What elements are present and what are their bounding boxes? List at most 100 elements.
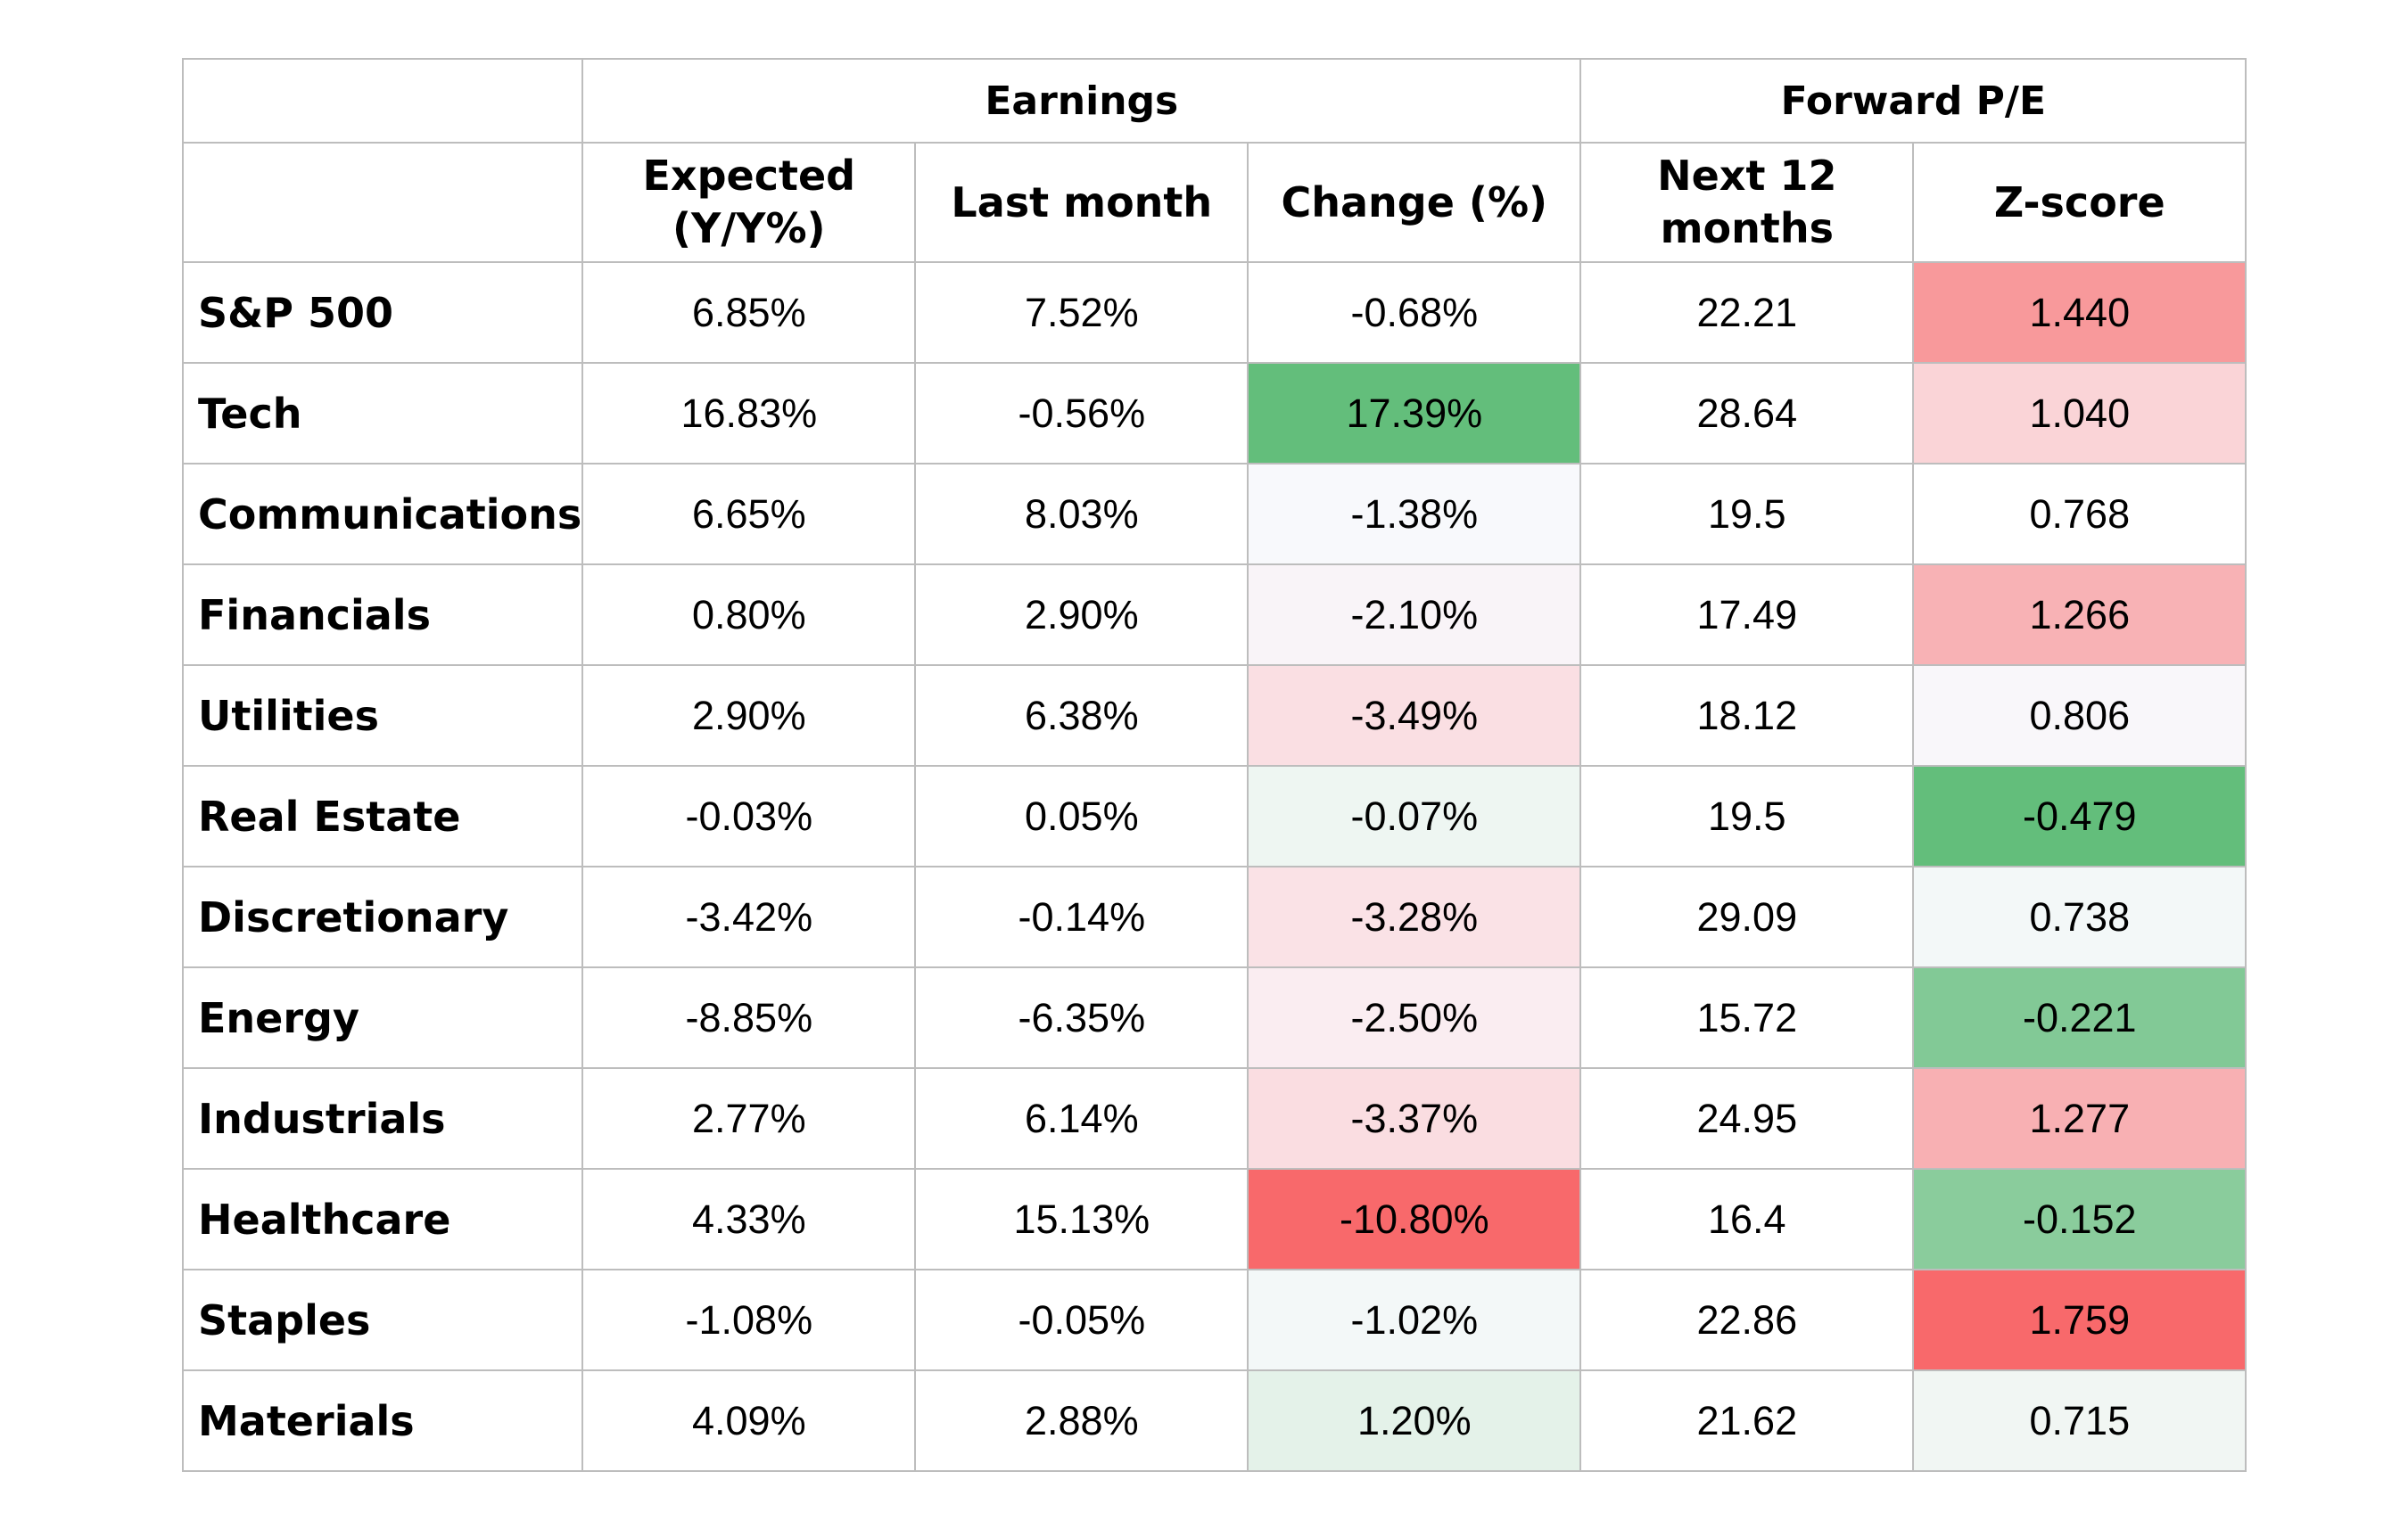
table-row: Discretionary -3.42% -0.14% -3.28% 29.09 0.73… xyxy=(181,866,2247,968)
cell-zscore: 1.440 xyxy=(1912,261,2247,364)
cell-expected: 4.33% xyxy=(581,1168,917,1270)
table-row: Energy -8.85% -6.35% -2.50% 15.72 -0.221 xyxy=(181,966,2247,1069)
cell-expected: -0.03% xyxy=(581,765,917,867)
row-label: Tech xyxy=(181,362,584,465)
row-label: Healthcare xyxy=(181,1168,584,1270)
group-header-forward-pe: Forward P/E xyxy=(1579,58,2247,144)
cell-last-month: 15.13% xyxy=(914,1168,1249,1270)
cell-next12: 22.86 xyxy=(1579,1269,1915,1371)
column-header-expected: Expected (Y/Y%) xyxy=(581,142,917,263)
column-header-text: Expected (Y/Y%) xyxy=(642,152,856,252)
cell-change: -1.02% xyxy=(1247,1269,1582,1371)
cell-expected: 6.65% xyxy=(581,463,917,565)
cell-change: -1.38% xyxy=(1247,463,1582,565)
cell-change: -2.50% xyxy=(1247,966,1582,1069)
cell-change: -2.10% xyxy=(1247,563,1582,666)
heatmap-table: Earnings Forward P/E Expected (Y/Y%) Last… xyxy=(181,58,2247,1472)
row-label: Materials xyxy=(181,1369,584,1472)
cell-change: 1.20% xyxy=(1247,1369,1582,1472)
column-header-text: Last month xyxy=(951,177,1213,226)
table-row: Healthcare 4.33% 15.13% -10.80% 16.4 -0.152 xyxy=(181,1168,2247,1270)
row-label: Financials xyxy=(181,563,584,666)
table-row: Materials 4.09% 2.88% 1.20% 21.62 0.715 xyxy=(181,1369,2247,1472)
cell-expected: 0.80% xyxy=(581,563,917,666)
cell-last-month: 7.52% xyxy=(914,261,1249,364)
cell-change: -0.07% xyxy=(1247,765,1582,867)
cell-zscore: 0.738 xyxy=(1912,866,2247,968)
column-group-row: Earnings Forward P/E xyxy=(181,58,2247,144)
cell-last-month: 6.38% xyxy=(914,664,1249,767)
column-header-text: Next 12 months xyxy=(1657,152,1837,252)
cell-change: -10.80% xyxy=(1247,1168,1582,1270)
cell-change: -0.68% xyxy=(1247,261,1582,364)
cell-zscore: 0.768 xyxy=(1912,463,2247,565)
cell-zscore: -0.221 xyxy=(1912,966,2247,1069)
group-header-earnings: Earnings xyxy=(581,58,1582,144)
row-label: Communications xyxy=(181,463,584,565)
column-header-change: Change (%) xyxy=(1247,142,1582,263)
cell-expected: 4.09% xyxy=(581,1369,917,1472)
column-header-row: Expected (Y/Y%) Last month Change (%) Next … xyxy=(181,142,2247,263)
cell-zscore: 1.277 xyxy=(1912,1067,2247,1170)
cell-last-month: 0.05% xyxy=(914,765,1249,867)
column-header-zscore: Z-score xyxy=(1912,142,2247,263)
cell-zscore: 1.266 xyxy=(1912,563,2247,666)
cell-next12: 22.21 xyxy=(1579,261,1915,364)
cell-change: -3.28% xyxy=(1247,866,1582,968)
row-label: Utilities xyxy=(181,664,584,767)
row-label: Industrials xyxy=(181,1067,584,1170)
cell-last-month: -0.56% xyxy=(914,362,1249,465)
row-label: Discretionary xyxy=(181,866,584,968)
cell-zscore: 1.759 xyxy=(1912,1269,2247,1371)
cell-last-month: 2.90% xyxy=(914,563,1249,666)
cell-expected: 16.83% xyxy=(581,362,917,465)
cell-zscore: -0.479 xyxy=(1912,765,2247,867)
column-header-next12: Next 12 months xyxy=(1579,142,1915,263)
column-header-last_month: Last month xyxy=(914,142,1249,263)
cell-next12: 29.09 xyxy=(1579,866,1915,968)
cell-expected: 2.90% xyxy=(581,664,917,767)
cell-change: -3.49% xyxy=(1247,664,1582,767)
cell-zscore: 1.040 xyxy=(1912,362,2247,465)
group-header-corner xyxy=(181,58,584,144)
table-body: S&P 500 6.85% 7.52% -0.68% 22.21 1.440 Tech 16.… xyxy=(181,261,2247,1472)
cell-next12: 24.95 xyxy=(1579,1067,1915,1170)
column-header-text: Change (%) xyxy=(1281,177,1548,226)
cell-expected: -8.85% xyxy=(581,966,917,1069)
cell-expected: -1.08% xyxy=(581,1269,917,1371)
cell-zscore: 0.715 xyxy=(1912,1369,2247,1472)
cell-last-month: 8.03% xyxy=(914,463,1249,565)
table-row: Industrials 2.77% 6.14% -3.37% 24.95 1.277 xyxy=(181,1067,2247,1170)
row-label: Real Estate xyxy=(181,765,584,867)
column-header-text: Z-score xyxy=(1993,177,2165,226)
table-row: Financials 0.80% 2.90% -2.10% 17.49 1.266 xyxy=(181,563,2247,666)
cell-change: -3.37% xyxy=(1247,1067,1582,1170)
cell-next12: 28.64 xyxy=(1579,362,1915,465)
cell-zscore: 0.806 xyxy=(1912,664,2247,767)
cell-expected: 2.77% xyxy=(581,1067,917,1170)
cell-change: 17.39% xyxy=(1247,362,1582,465)
row-label: S&P 500 xyxy=(181,261,584,364)
cell-last-month: -0.14% xyxy=(914,866,1249,968)
row-label: Staples xyxy=(181,1269,584,1371)
table-row: S&P 500 6.85% 7.52% -0.68% 22.21 1.440 xyxy=(181,261,2247,364)
cell-next12: 19.5 xyxy=(1579,765,1915,867)
table-row: Tech 16.83% -0.56% 17.39% 28.64 1.040 xyxy=(181,362,2247,465)
cell-zscore: -0.152 xyxy=(1912,1168,2247,1270)
cell-next12: 16.4 xyxy=(1579,1168,1915,1270)
column-header-label xyxy=(181,142,584,263)
cell-next12: 19.5 xyxy=(1579,463,1915,565)
cell-next12: 15.72 xyxy=(1579,966,1915,1069)
cell-next12: 18.12 xyxy=(1579,664,1915,767)
cell-last-month: 2.88% xyxy=(914,1369,1249,1472)
table-row: Staples -1.08% -0.05% -1.02% 22.86 1.759 xyxy=(181,1269,2247,1371)
row-label: Energy xyxy=(181,966,584,1069)
table-row: Communications 6.65% 8.03% -1.38% 19.5 0.768 xyxy=(181,463,2247,565)
cell-expected: 6.85% xyxy=(581,261,917,364)
cell-next12: 21.62 xyxy=(1579,1369,1915,1472)
table-row: Real Estate -0.03% 0.05% -0.07% 19.5 -0.479 xyxy=(181,765,2247,867)
table-row: Utilities 2.90% 6.38% -3.49% 18.12 0.806 xyxy=(181,664,2247,767)
cell-last-month: -6.35% xyxy=(914,966,1249,1069)
cell-last-month: 6.14% xyxy=(914,1067,1249,1170)
cell-last-month: -0.05% xyxy=(914,1269,1249,1371)
